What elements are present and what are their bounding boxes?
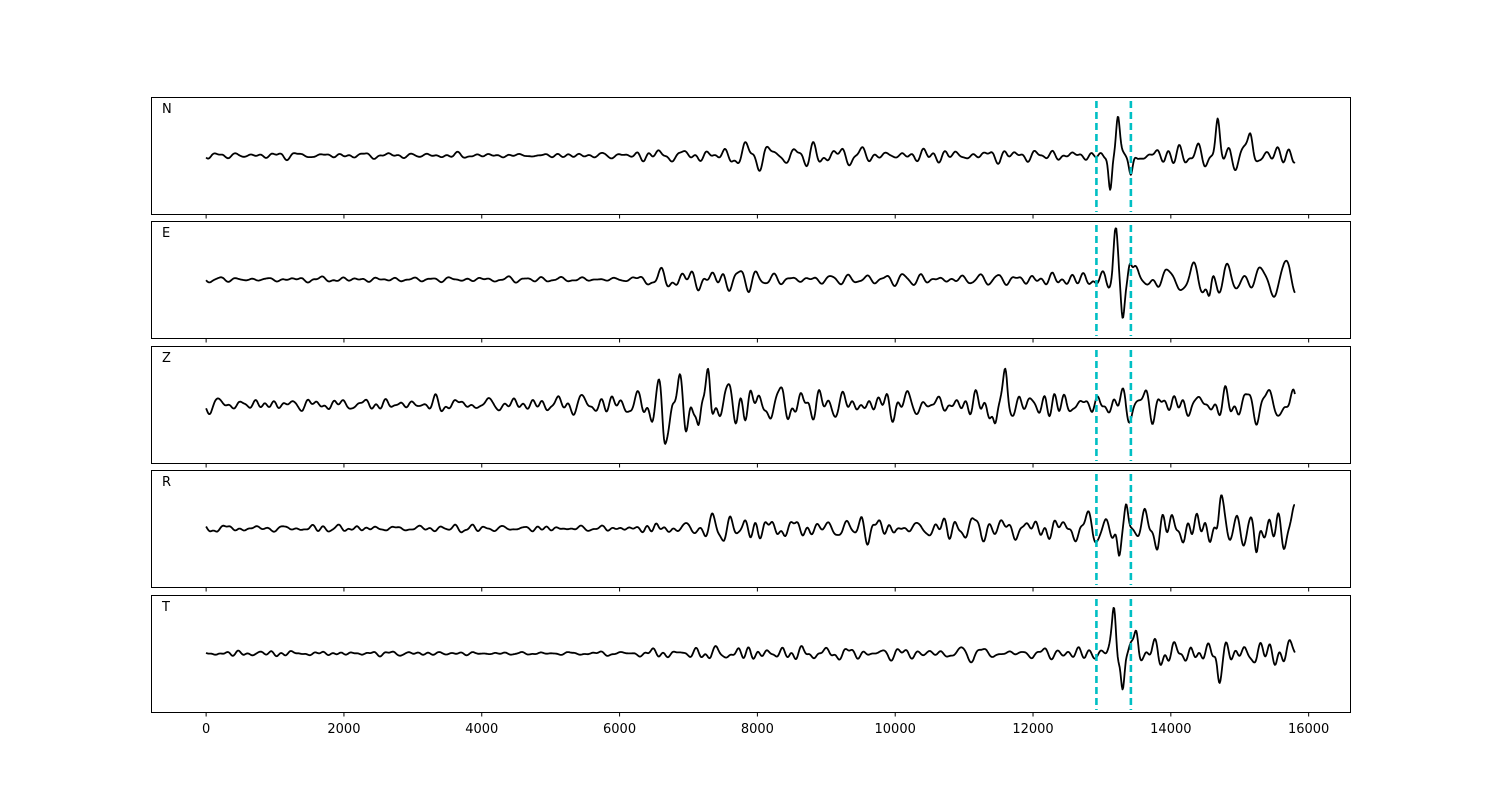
panel-t: T: [151, 595, 1351, 717]
panel-z: Z: [151, 346, 1351, 468]
x-tick-label: 4000: [465, 722, 498, 737]
x-tick-label: 2000: [327, 722, 360, 737]
panel-frame: [151, 346, 1351, 464]
waveform-t: [205, 607, 1296, 691]
waveform-n: [205, 116, 1296, 191]
x-tick-label: 0: [202, 722, 210, 737]
waveform-e: [205, 227, 1296, 319]
channel-label-z: Z: [162, 351, 171, 366]
x-tick-label: 12000: [1012, 722, 1053, 737]
panel-frame: [151, 595, 1351, 713]
x-tick-label: 16000: [1288, 722, 1329, 737]
panel-e: E: [151, 221, 1351, 343]
x-axis: 0 2000 4000 6000 8000 10000 12000 14000 16000: [202, 722, 1329, 737]
panel-r: R: [151, 470, 1351, 592]
x-tick-label: 6000: [603, 722, 636, 737]
waveform-r: [205, 494, 1296, 557]
panel-n: N: [151, 97, 1351, 219]
channel-label-n: N: [162, 102, 172, 117]
channel-label-e: E: [162, 226, 170, 241]
panels: N E Z R T: [151, 97, 1351, 717]
panel-frame: [151, 221, 1351, 339]
panel-frame: [151, 97, 1351, 215]
x-tick-label: 10000: [875, 722, 916, 737]
channel-label-r: R: [162, 475, 171, 490]
x-tick-label: 8000: [741, 722, 774, 737]
x-tick-label: 14000: [1150, 722, 1191, 737]
waveform-z: [205, 367, 1296, 445]
panel-frame: [151, 470, 1351, 588]
channel-label-t: T: [161, 600, 170, 615]
